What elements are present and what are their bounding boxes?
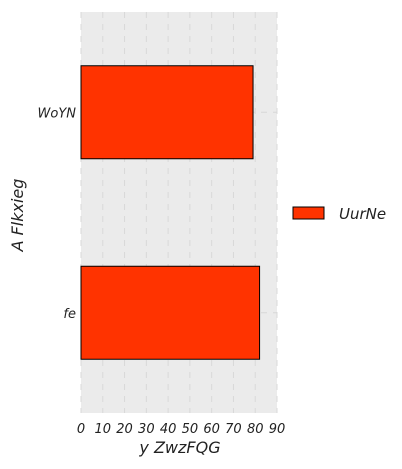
x-tick-label: 70: [225, 422, 242, 437]
x-tick-label: 10: [95, 422, 112, 437]
legend-swatch: [292, 206, 325, 220]
x-tick-label: 80: [247, 422, 264, 437]
x-tick-label: 50: [182, 422, 199, 437]
x-tick-label: 60: [203, 422, 220, 437]
legend-label: UurNe: [339, 205, 386, 223]
x-axis-title: y ZwzFQG: [138, 438, 220, 457]
bar: [80, 265, 261, 360]
y-tick-label: fe: [63, 307, 76, 322]
bars: [80, 65, 261, 360]
bar: [80, 65, 254, 160]
y-tick-label: WoYN: [38, 106, 77, 121]
y-axis-ticks: WoYN fe: [38, 106, 77, 322]
x-axis-ticks: 0 10 20 30 40 50 60 70 80 90: [77, 422, 285, 437]
x-tick-label: 0: [77, 422, 85, 437]
x-tick-label: 20: [116, 422, 133, 437]
x-tick-label: 90: [269, 422, 286, 437]
x-tick-label: 40: [160, 422, 177, 437]
x-tick-label: 30: [138, 422, 155, 437]
y-axis-title: A Flkxieg: [8, 179, 27, 253]
